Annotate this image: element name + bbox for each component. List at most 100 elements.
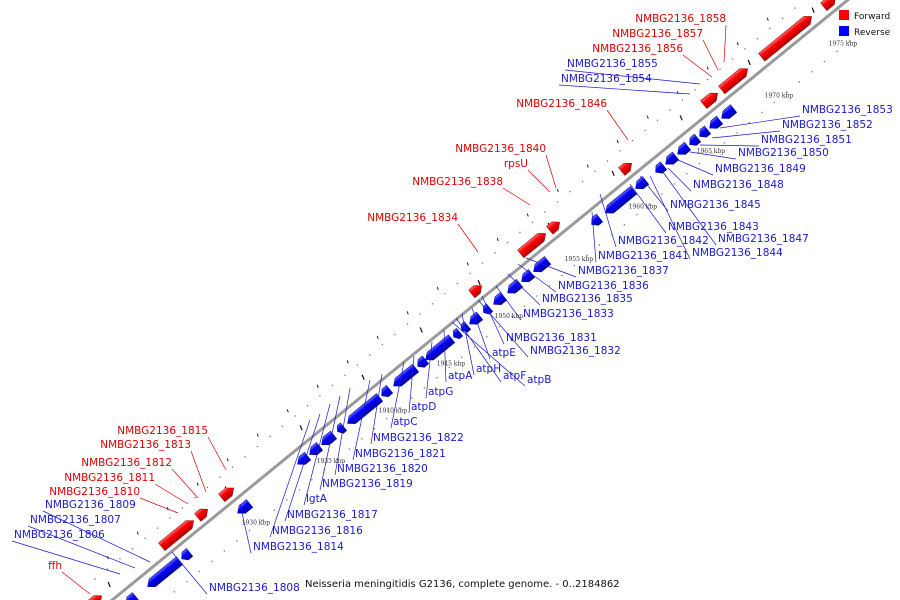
legend-forward-swatch	[839, 10, 849, 20]
forward-gene	[194, 508, 208, 522]
forward-gene	[758, 16, 812, 62]
gene-label: NMBG2136_1817	[287, 509, 378, 521]
gene-label: NMBG2136_1849	[715, 163, 806, 175]
scale-dots	[94, 7, 876, 593]
forward-gene	[618, 162, 632, 176]
forward-gene	[517, 233, 546, 259]
reverse-gene	[591, 213, 604, 226]
reverse-gene	[493, 292, 508, 305]
forward-gene	[718, 68, 748, 95]
gene-label: NMBG2136_1832	[530, 345, 621, 357]
gene-label: NMBG2136_1812	[81, 457, 172, 469]
gene-label: NMBG2136_1831	[506, 332, 597, 344]
gene-label: NMBG2136_1857	[612, 28, 703, 40]
reverse-gene	[237, 499, 254, 514]
gene-label: NMBG2136_1821	[355, 448, 446, 460]
gene-label: NMBG2136_1836	[558, 280, 649, 292]
reverse-gene	[336, 422, 348, 434]
tick-label: 1970 kbp	[765, 93, 794, 100]
reverse-gene	[147, 556, 184, 588]
forward-gene	[468, 285, 482, 299]
gene-label: NMBG2136_1811	[64, 472, 155, 484]
gene-label: NMBG2136_1856	[592, 43, 683, 55]
gene-label: NMBG2136_1843	[668, 221, 759, 233]
genes	[85, 0, 900, 600]
gene-label: NMBG2136_1855	[567, 58, 658, 70]
tick-label: 1955 kbp	[565, 256, 594, 263]
tick-label: 1975 kbp	[829, 41, 858, 48]
gene-label: NMBG2136_1852	[782, 119, 873, 131]
forward-gene	[546, 221, 560, 235]
reverse-gene	[417, 355, 430, 368]
tick-label: 1935 kbp	[317, 458, 346, 465]
gene-label: NMBG2136_1820	[337, 463, 428, 475]
gene-label: NMBG2136_1841	[598, 250, 689, 262]
gene-label: NMBG2136_1844	[692, 247, 783, 259]
reverse-gene	[507, 278, 524, 294]
gene-label: NMBG2136_1814	[253, 541, 344, 553]
reverse-gene	[521, 269, 536, 283]
legend-forward-label: Forward	[854, 12, 890, 22]
gene-label: NMBG2136_1819	[322, 478, 413, 490]
gene-label: NMBG2136_1816	[272, 525, 363, 537]
reverse-gene	[721, 104, 738, 119]
forward-gene	[218, 487, 234, 503]
tick-label: 1945 kbp	[437, 360, 466, 367]
gene-label: rpsU	[504, 158, 528, 170]
map-caption: Neisseria meningitidis G2136, complete g…	[305, 579, 620, 590]
gene-label: NMBG2136_1807	[30, 514, 121, 526]
gene-label: atpE	[492, 347, 516, 359]
gene-label: NMBG2136_1842	[618, 235, 709, 247]
reverse-gene	[347, 393, 384, 424]
forward-gene	[820, 0, 836, 11]
gene-label: NMBG2136_1806	[14, 529, 105, 541]
gene-label: NMBG2136_1840	[455, 143, 546, 155]
reverse-gene	[181, 548, 194, 561]
gene-label: NMBG2136_1808	[209, 582, 300, 594]
tick-label: 1960 kbp	[629, 204, 658, 211]
gene-label: NMBG2136_1858	[635, 13, 726, 25]
gene-label: NMBG2136_1834	[367, 212, 458, 224]
reverse-gene	[469, 311, 484, 325]
forward-gene	[700, 92, 718, 109]
gene-label: atpF	[503, 370, 526, 382]
reverse-gene	[321, 430, 338, 446]
tick-label: 1930 kbp	[242, 519, 271, 526]
gene-label: ffh	[48, 560, 62, 572]
gene-label: NMBG2136_1833	[523, 308, 614, 320]
reverse-gene	[699, 125, 712, 138]
gene-label: NMBG2136_1847	[718, 233, 809, 245]
gene-label: lgtA	[306, 493, 328, 505]
reverse-gene	[425, 334, 456, 361]
gene-label: atpG	[428, 386, 453, 398]
gene-label: NMBG2136_1813	[100, 439, 191, 451]
reverse-gene	[460, 321, 472, 333]
legend: Forward Reverse	[839, 10, 891, 38]
gene-label: NMBG2136_1846	[516, 98, 607, 110]
gene-label: atpA	[448, 370, 473, 382]
gene-labels: NMBG2136_1858 NMBG2136_1857 NMBG2136_1856 N…	[14, 13, 893, 594]
gene-label: NMBG2136_1822	[373, 432, 464, 444]
legend-reverse-swatch	[839, 26, 849, 36]
gene-label: atpB	[527, 374, 551, 386]
reverse-gene	[125, 592, 140, 600]
gene-label: atpC	[393, 416, 418, 428]
reverse-gene	[709, 115, 724, 129]
gene-label: NMBG2136_1815	[117, 425, 208, 437]
reverse-gene	[452, 327, 464, 339]
reverse-gene	[605, 185, 638, 214]
reverse-gene	[635, 176, 650, 190]
gene-label: atpD	[411, 401, 436, 413]
forward-gene	[158, 520, 194, 552]
tick-label: 1965 kbp	[697, 148, 726, 155]
reverse-gene	[866, 0, 900, 2]
gene-label: NMBG2136_1850	[738, 147, 829, 159]
gene-label: NMBG2136_1835	[542, 293, 633, 305]
legend-reverse-label: Reverse	[854, 28, 891, 38]
reverse-gene	[309, 442, 324, 455]
reverse-gene	[655, 161, 668, 174]
gene-label: NMBG2136_1848	[693, 179, 784, 191]
gene-label: NMBG2136_1854	[561, 73, 652, 85]
